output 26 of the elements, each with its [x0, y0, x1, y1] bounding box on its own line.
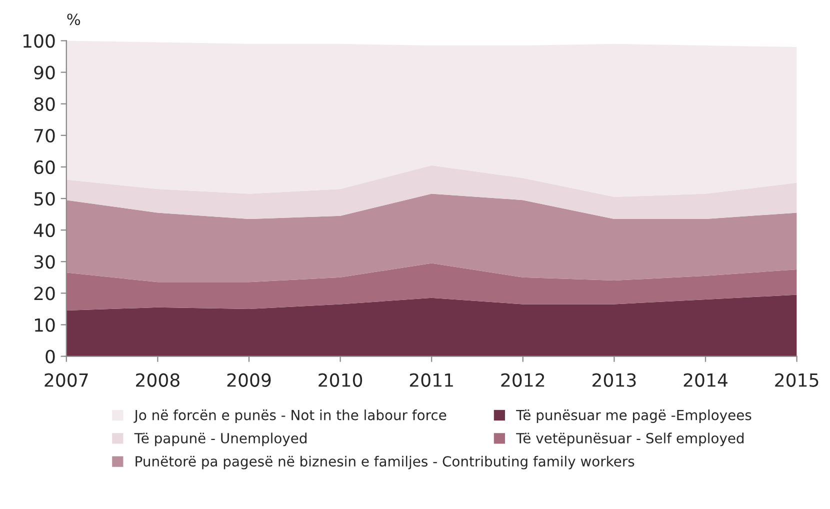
x-tick-label: 2009 — [227, 373, 271, 387]
y-tick-label: 0 — [46, 350, 55, 364]
x-tick-label: 2012 — [501, 373, 544, 387]
y-tick-label: 10 — [34, 318, 55, 332]
y-tick-label: 80 — [34, 97, 55, 111]
y-tick-label: 70 — [34, 128, 55, 143]
y-tick-label: 40 — [34, 224, 55, 238]
x-tick-label: 2014 — [684, 373, 728, 387]
legend-label: Punëtorë pa pagesë në biznesin e familjes - Contributing family workers — [136, 456, 634, 470]
legend-label: Jo në forcën e punës - Not in the labour force — [134, 410, 446, 423]
y-tick-label: 30 — [34, 255, 55, 269]
x-tick-label: 2008 — [136, 373, 180, 387]
x-tick-label: 2011 — [410, 373, 453, 387]
y-tick-label: 50 — [34, 192, 55, 206]
x-tick-label: 2015 — [775, 373, 818, 387]
y-tick-label: 60 — [34, 160, 55, 174]
legend-label: Të papunë - Unemployed — [134, 432, 306, 446]
x-tick-label: 2007 — [44, 373, 88, 387]
y-tick-label: 90 — [34, 66, 55, 80]
x-tick-label: 2013 — [592, 373, 636, 387]
legend-label: Të vetëpunësuar - Self employed — [516, 432, 744, 446]
legend-label: Të punësuar me pagë -Employees — [516, 410, 752, 423]
y-tick-label: 20 — [34, 286, 55, 300]
x-tick-label: 2010 — [318, 373, 362, 387]
y-axis-title: % — [67, 14, 80, 26]
y-tick-label: 100 — [24, 34, 55, 48]
